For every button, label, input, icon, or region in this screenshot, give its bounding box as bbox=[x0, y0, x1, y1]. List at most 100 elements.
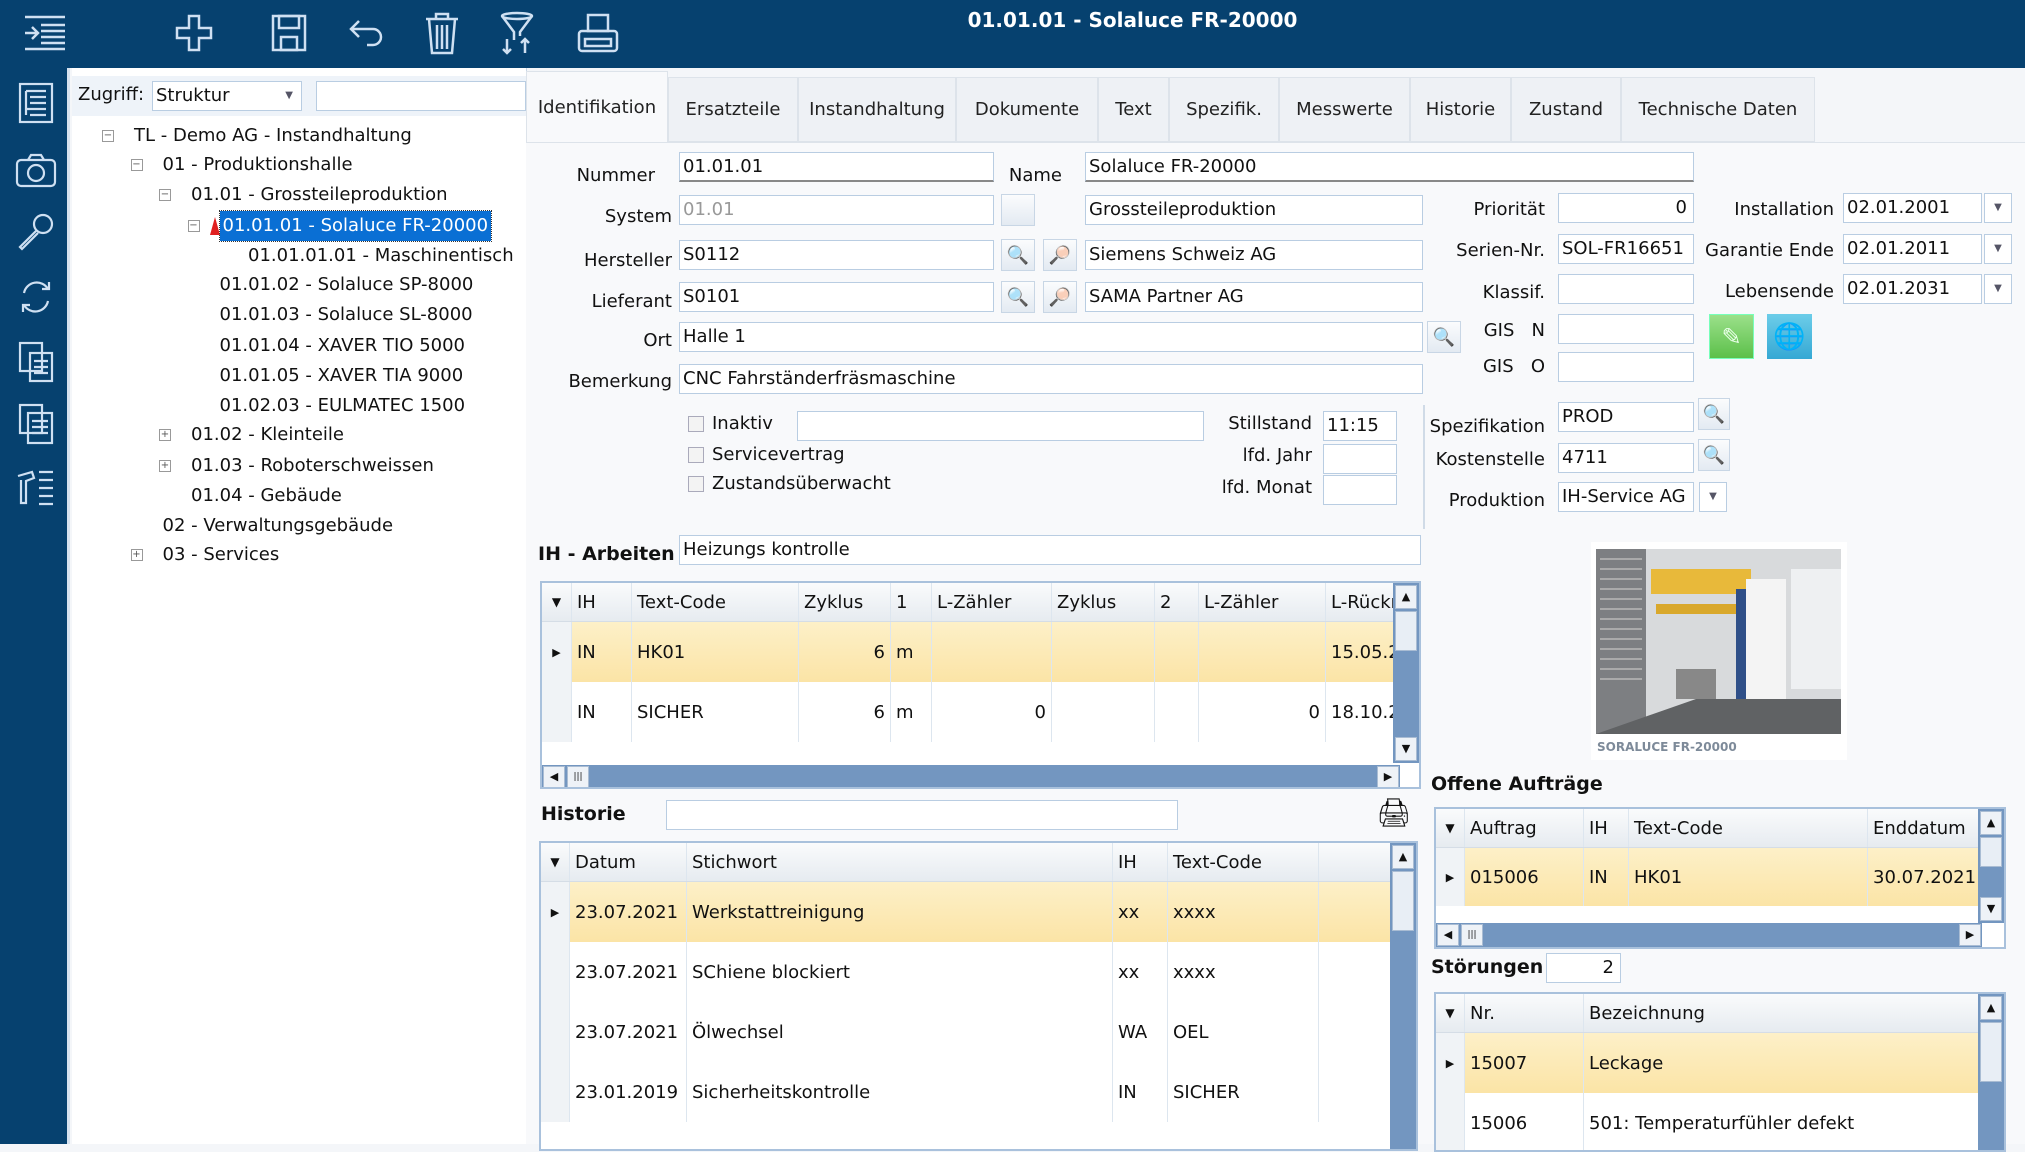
vertical-scrollbar[interactable]: ▲ ▼ bbox=[1978, 809, 2004, 923]
tab-dokumente[interactable]: Dokumente bbox=[956, 77, 1098, 142]
column-header[interactable]: Datum bbox=[570, 843, 687, 881]
bemerkung-field[interactable]: CNC Fahrständerfräsmaschine bbox=[679, 364, 1423, 394]
servicevertrag-checkbox[interactable] bbox=[688, 447, 704, 463]
column-header[interactable]: Zyklus bbox=[799, 583, 891, 621]
hersteller-name-field[interactable]: Siemens Schweiz AG bbox=[1085, 240, 1423, 270]
tree-expander-plus-icon[interactable]: + bbox=[159, 429, 171, 441]
table-row[interactable]: ▶ 23.07.2021 Werkstattreinigung xx xxxx bbox=[541, 882, 1391, 942]
hersteller-search-button[interactable]: 🔍 bbox=[1001, 239, 1035, 271]
garantie-dropdown[interactable]: ▼ bbox=[1984, 234, 2012, 264]
installation-dropdown[interactable]: ▼ bbox=[1984, 193, 2012, 223]
scroll-thumb[interactable] bbox=[1980, 837, 2002, 867]
column-header[interactable]: IH bbox=[1113, 843, 1168, 881]
seriennr-field[interactable]: SOL-FR16651 bbox=[1558, 234, 1694, 264]
plus-icon[interactable] bbox=[171, 10, 217, 56]
nummer-field[interactable]: 01.01.01 bbox=[679, 152, 994, 182]
gis-o-field[interactable] bbox=[1558, 352, 1694, 382]
scroll-thumb[interactable]: ||| bbox=[1461, 924, 1483, 946]
column-header[interactable]: Nr. bbox=[1465, 994, 1584, 1032]
lieferant-search-button[interactable]: 🔍 bbox=[1001, 281, 1035, 313]
tab-historie[interactable]: Historie bbox=[1410, 77, 1511, 142]
installation-field[interactable]: 02.01.2001 bbox=[1843, 193, 1982, 223]
column-header[interactable]: Bezeichnung bbox=[1584, 994, 1982, 1032]
scroll-up-button[interactable]: ▲ bbox=[1980, 996, 2002, 1020]
column-header[interactable]: Text-Code bbox=[632, 583, 799, 621]
camera-icon[interactable] bbox=[14, 148, 58, 192]
lieferant-field[interactable]: S0101 bbox=[679, 282, 994, 312]
prioritaet-field[interactable]: 0 bbox=[1558, 193, 1694, 223]
sort-arrow-icon[interactable]: ▼ bbox=[541, 843, 570, 881]
system-button[interactable] bbox=[1001, 194, 1035, 226]
vertical-scrollbar[interactable]: ▲ bbox=[1390, 843, 1416, 1149]
tab-text[interactable]: Text bbox=[1098, 77, 1169, 142]
gis-map-button[interactable]: ✎ bbox=[1709, 314, 1754, 359]
vertical-scrollbar[interactable]: ▲ ▼ bbox=[1393, 583, 1419, 763]
column-header[interactable]: Stichwort bbox=[687, 843, 1113, 881]
column-header[interactable]: L-Rückm bbox=[1326, 583, 1397, 621]
tree-expander-plus-icon[interactable]: + bbox=[130, 549, 143, 561]
scroll-right-button[interactable]: ▶ bbox=[1377, 766, 1399, 787]
lieferant-lookup-button[interactable]: 🔎 bbox=[1043, 281, 1077, 313]
column-header[interactable]: Text-Code bbox=[1168, 843, 1319, 881]
tab-technische-daten[interactable]: Technische Daten bbox=[1621, 77, 1815, 142]
trash-icon[interactable] bbox=[419, 10, 465, 56]
row-indicator[interactable]: ▶ bbox=[1436, 848, 1465, 906]
printer-icon[interactable] bbox=[575, 10, 621, 56]
column-header[interactable]: 2 bbox=[1155, 583, 1199, 621]
inaktiv-checkbox[interactable] bbox=[688, 416, 704, 432]
hersteller-field[interactable]: S0112 bbox=[679, 240, 994, 270]
column-header[interactable]: IH bbox=[1584, 809, 1629, 847]
documents-icon[interactable] bbox=[14, 340, 58, 384]
save-icon[interactable] bbox=[266, 10, 312, 56]
system-field[interactable]: 01.01 bbox=[679, 195, 994, 225]
tab-spezifik[interactable]: Spezifik. bbox=[1169, 77, 1279, 142]
sort-arrow-icon[interactable]: ▼ bbox=[542, 583, 572, 621]
spezifikation-search-button[interactable]: 🔍 bbox=[1698, 398, 1730, 430]
tree-expander-minus-icon[interactable]: − bbox=[187, 220, 200, 232]
lfd-jahr-field[interactable] bbox=[1323, 444, 1397, 474]
vertical-scrollbar[interactable]: ▲ bbox=[1978, 994, 2004, 1150]
table-row[interactable]: IN SICHER 6 m 0 0 18.10.2 bbox=[542, 682, 1397, 742]
column-header[interactable]: Text-Code bbox=[1629, 809, 1868, 847]
spezifikation-field[interactable]: PROD bbox=[1558, 402, 1694, 432]
tree-search-input[interactable] bbox=[316, 81, 526, 111]
tab-instandhaltung[interactable]: Instandhaltung bbox=[798, 77, 956, 142]
wrench-icon[interactable] bbox=[14, 210, 58, 254]
undo-icon[interactable] bbox=[344, 10, 390, 56]
stoerungen-count-field[interactable]: 2 bbox=[1546, 953, 1621, 983]
scroll-left-button[interactable]: ◀ bbox=[1437, 924, 1459, 946]
scroll-up-button[interactable]: ▲ bbox=[1980, 811, 2002, 835]
gis-globe-button[interactable]: 🌐 bbox=[1767, 314, 1812, 359]
row-indicator[interactable] bbox=[541, 1062, 570, 1122]
refresh-icon[interactable] bbox=[14, 275, 58, 319]
zustandsueberwacht-checkbox[interactable] bbox=[688, 476, 704, 492]
sort-arrow-icon[interactable]: ▼ bbox=[1436, 994, 1465, 1032]
column-header[interactable]: IH bbox=[572, 583, 632, 621]
row-indicator[interactable] bbox=[542, 682, 572, 742]
garantie-field[interactable]: 02.01.2011 bbox=[1843, 234, 1982, 264]
table-row[interactable]: 23.07.2021 SChiene blockiert xx xxxx bbox=[541, 942, 1391, 1002]
tools-list-icon[interactable] bbox=[14, 466, 58, 510]
table-row[interactable]: 23.07.2021 Ölwechsel WA OEL bbox=[541, 1002, 1391, 1062]
lfd-monat-field[interactable] bbox=[1323, 475, 1397, 505]
indent-menu-icon[interactable] bbox=[22, 10, 68, 56]
produktion-dropdown[interactable]: ▼ bbox=[1699, 482, 1727, 512]
tree-expander-minus-icon[interactable]: − bbox=[159, 189, 171, 201]
tab-ersatzteile[interactable]: Ersatzteile bbox=[668, 77, 798, 142]
table-row[interactable]: 15006 501: Temperaturfühler defekt bbox=[1436, 1093, 1982, 1150]
ih-arbeiten-text-field[interactable]: Heizungs kontrolle bbox=[679, 535, 1421, 565]
row-indicator[interactable]: ▶ bbox=[542, 622, 572, 682]
scroll-thumb[interactable] bbox=[1980, 1022, 2002, 1082]
column-header[interactable]: Enddatum bbox=[1868, 809, 1982, 847]
table-row[interactable]: ▶ 015006 IN HK01 30.07.2021 bbox=[1436, 848, 1982, 906]
sort-arrow-icon[interactable]: ▼ bbox=[1436, 809, 1465, 847]
row-indicator[interactable] bbox=[541, 942, 570, 1002]
klassif-field[interactable] bbox=[1558, 274, 1694, 304]
ort-search-button[interactable]: 🔍 bbox=[1427, 321, 1461, 353]
row-indicator[interactable] bbox=[1436, 1093, 1465, 1150]
scroll-left-button[interactable]: ◀ bbox=[543, 766, 565, 787]
column-header[interactable]: L-Zähler bbox=[1199, 583, 1326, 621]
table-row[interactable]: ▶ 15007 Leckage bbox=[1436, 1033, 1982, 1093]
tab-identifikation[interactable]: Identifikation bbox=[526, 71, 668, 143]
stillstand-field[interactable]: 11:15 bbox=[1323, 411, 1397, 441]
